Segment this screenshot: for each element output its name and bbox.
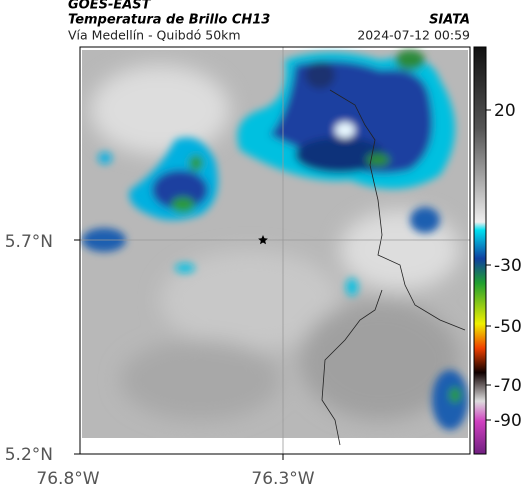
header-agency: SIATA [429, 13, 470, 28]
lon-label: 76.3°W [251, 469, 314, 489]
lat-label: 5.2°N [5, 445, 53, 465]
colorbar-label: -50 [494, 317, 522, 337]
colorbar-label: 20 [494, 101, 516, 121]
lat-label: 5.7°N [5, 232, 53, 252]
colorbar-label: -70 [494, 376, 522, 396]
satellite-image [80, 47, 470, 454]
colorbar-ticks: 20 -30 -50 -70 -90 [486, 101, 522, 431]
header-route: Vía Medellín - Quibdó 50km [68, 28, 241, 43]
colorbar-label: -90 [494, 411, 522, 431]
map-frame [79, 46, 471, 455]
location-marker [258, 235, 268, 245]
border-line [321, 289, 383, 446]
colorbar-label: -30 [494, 256, 522, 276]
header-timestamp: 2024-07-12 00:59 [357, 28, 470, 43]
header-product: Temperatura de Brillo CH13 [68, 13, 270, 28]
border-line [329, 89, 466, 331]
header-network: GOES-EAST [68, 0, 152, 13]
lon-label: 76.8°W [36, 469, 99, 489]
colorbar [473, 46, 487, 455]
